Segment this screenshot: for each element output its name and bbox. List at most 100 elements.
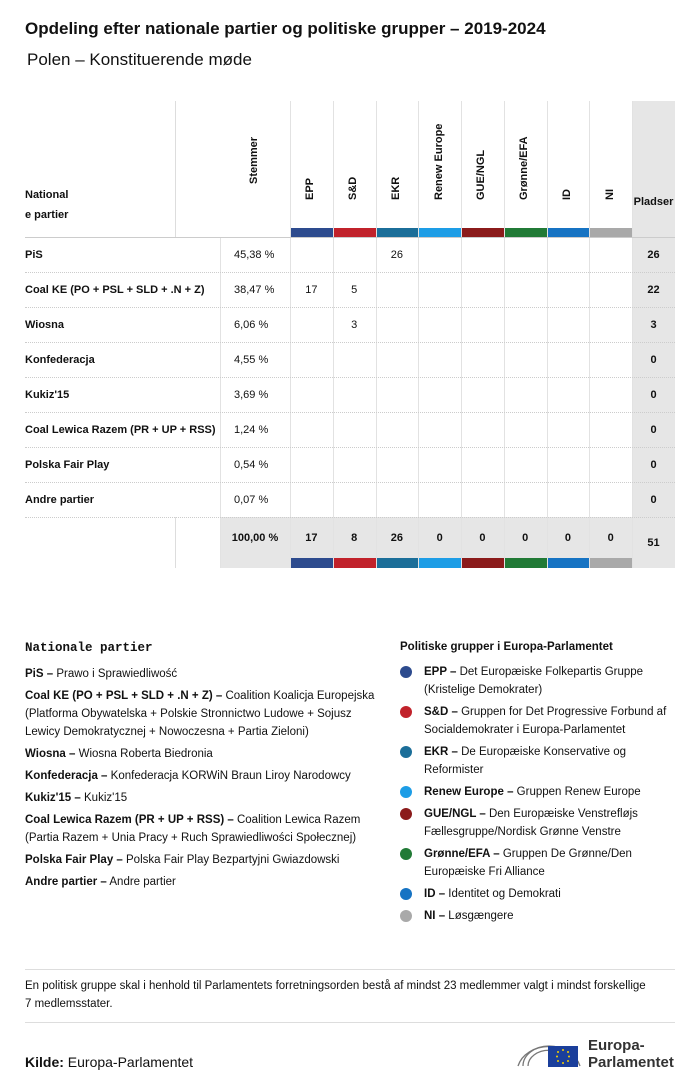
logo-text: Europa-Parlamentet [588,1037,674,1071]
group-color-bar [546,228,590,237]
group-color-bar [418,558,461,568]
national-legend: Nationale partier PiS – Prawo i Sprawied… [25,641,375,895]
legend-label: GUE/NGL – [424,808,486,820]
group-header: NI [603,189,616,200]
total-group-seats: 0 [522,531,529,544]
row-line [25,272,675,273]
votes: 1,24 % [234,423,269,436]
legend-label: ID – [424,888,446,900]
legend-dot [400,666,412,678]
legend-item: ID – Identitet og Demokrati [400,885,670,903]
group-seats: 3 [351,318,358,331]
legend-dot [400,808,412,820]
legend-dot [400,786,412,798]
legend-text: Løsgængere [448,910,514,922]
legend-text: Kukiz'15 [84,792,128,804]
party-name: Andre partier [25,493,95,506]
votes: 4,55 % [234,353,269,366]
legend-label: Coal Lewica Razem (PR + UP + RSS) – [25,814,234,826]
votes: 45,38 % [234,248,275,261]
group-color-bar [332,558,376,568]
legend-text: Gruppen for Det Progressive Forbund af S… [424,706,667,736]
seats: 0 [650,388,657,401]
group-color-bar [290,558,333,568]
column-line [220,237,221,568]
group-header: EKR [389,176,402,200]
header-divider [175,517,176,568]
seats: 0 [650,353,657,366]
legend-item: GUE/NGL – Den Europæiske Venstrefløjs Fæ… [400,805,670,841]
legend-label: Wiosna – [25,748,76,760]
divider [25,1022,675,1023]
votes: 3,69 % [234,388,269,401]
legend-item: Wiosna – Wiosna Roberta Biedronia [25,745,375,763]
seats: 0 [650,423,657,436]
legend-text: Konfederacja KORWiN Braun Liroy Narodowc… [110,770,351,782]
legend-text: Coalition Koalicja Europejska (Platforma… [25,690,375,738]
party-name: Wiosna [25,318,65,331]
legend-label: Kukiz'15 – [25,792,81,804]
seats-bg [632,101,675,568]
column-line [375,101,377,568]
group-color-bar [589,228,632,237]
legend-label: Polska Fair Play – [25,854,123,866]
column-line [332,101,334,568]
column-line [503,101,505,568]
legend-item: EPP – Det Europæiske Folkepartis Gruppe … [400,663,670,699]
group-header: GUE/NGL [475,149,488,200]
source: Kilde: Europa-Parlamentet [25,1054,193,1070]
source-label: Kilde: [25,1054,64,1070]
footnote: En politisk gruppe skal i henhold til Pa… [25,980,646,1010]
party-name: Coal KE (PO + PSL + SLD + .N + Z) [25,283,205,296]
total-group-seats: 26 [390,531,403,544]
votes-header: Stemmer [248,136,260,184]
row-line [25,307,675,308]
legend-text: Andre partier [109,876,176,888]
logo-icon [517,1045,581,1067]
row-line [25,412,675,413]
group-seats: 17 [305,283,318,296]
seats: 3 [650,318,657,331]
legend-item: Renew Europe – Gruppen Renew Europe [400,783,670,801]
seats: 22 [647,283,660,296]
votes: 6,06 % [234,318,269,331]
total-group-seats: 0 [436,531,443,544]
group-color-bar [418,228,461,237]
legend-dot [400,910,412,922]
legend-text: Coalition Lewica Razem (Partia Razem + U… [25,814,361,844]
row-line [25,517,675,518]
legend-label: EKR – [424,746,458,758]
column-line [461,101,462,568]
title: Opdeling efter nationale partier og poli… [25,19,546,38]
seats: 26 [647,248,660,261]
legend-dot [400,706,412,718]
header-divider [175,101,176,237]
row-line [25,342,675,343]
column-line [418,101,420,568]
seats: 0 [650,458,657,471]
party-name: Konfederacja [25,353,95,366]
group-header: EPP [304,177,317,200]
legend-label: PiS – [25,668,54,680]
seats: 0 [650,493,657,506]
party-name: Polska Fair Play [25,458,110,471]
legend-item: Konfederacja – Konfederacja KORWiN Braun… [25,767,375,785]
legend-item: EKR – De Europæiske Konservative og Refo… [400,743,670,779]
votes: 38,47 % [234,283,275,296]
party-name: Coal Lewica Razem (PR + UP + RSS) [25,423,216,436]
divider [25,969,675,970]
column-line [632,101,633,568]
row-line [25,447,675,448]
legend-label: EPP – [424,666,457,678]
group-color-bar [503,228,547,237]
group-legend: Politiske grupper i Europa-Parlamentet E… [400,641,670,929]
legend-item: PiS – Prawo i Sprawiedliwość [25,665,375,683]
legend-label: Konfederacja – [25,770,108,782]
legend-text: Den Europæiske Venstrefløjs Fællesgruppe… [424,808,638,838]
votes: 0,07 % [234,493,269,506]
legend-item: Coal Lewica Razem (PR + UP + RSS) – Coal… [25,811,375,847]
group-color-bar [461,228,504,237]
party-name: Kukiz'15 [25,388,70,401]
seats-header: Pladser [633,196,674,208]
